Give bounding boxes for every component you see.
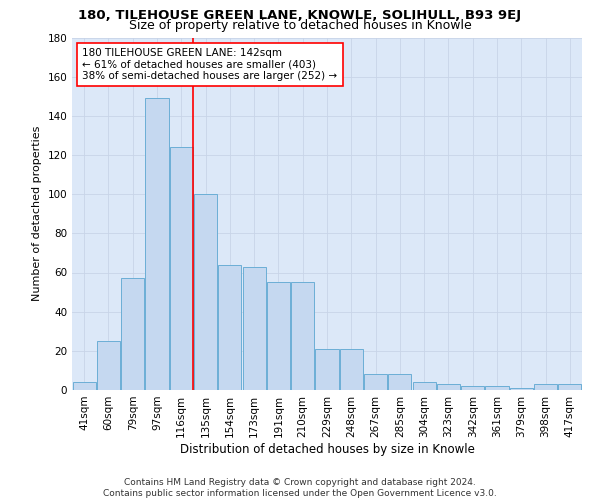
Bar bbox=[510, 388, 533, 390]
Bar bbox=[485, 386, 509, 390]
Bar bbox=[73, 382, 95, 390]
Bar bbox=[218, 264, 241, 390]
Bar bbox=[364, 374, 387, 390]
Bar bbox=[388, 374, 412, 390]
Bar bbox=[267, 282, 290, 390]
Text: Contains HM Land Registry data © Crown copyright and database right 2024.
Contai: Contains HM Land Registry data © Crown c… bbox=[103, 478, 497, 498]
Bar bbox=[413, 382, 436, 390]
Bar bbox=[121, 278, 144, 390]
Bar bbox=[170, 147, 193, 390]
Bar bbox=[437, 384, 460, 390]
Text: Size of property relative to detached houses in Knowle: Size of property relative to detached ho… bbox=[128, 19, 472, 32]
Bar bbox=[316, 349, 338, 390]
Bar bbox=[559, 384, 581, 390]
Bar bbox=[194, 194, 217, 390]
Bar bbox=[242, 266, 266, 390]
X-axis label: Distribution of detached houses by size in Knowle: Distribution of detached houses by size … bbox=[179, 442, 475, 456]
Bar bbox=[534, 384, 557, 390]
Bar bbox=[97, 341, 120, 390]
Y-axis label: Number of detached properties: Number of detached properties bbox=[32, 126, 42, 302]
Text: 180 TILEHOUSE GREEN LANE: 142sqm
← 61% of detached houses are smaller (403)
38% : 180 TILEHOUSE GREEN LANE: 142sqm ← 61% o… bbox=[82, 48, 337, 82]
Text: 180, TILEHOUSE GREEN LANE, KNOWLE, SOLIHULL, B93 9EJ: 180, TILEHOUSE GREEN LANE, KNOWLE, SOLIH… bbox=[79, 9, 521, 22]
Bar bbox=[340, 349, 363, 390]
Bar bbox=[145, 98, 169, 390]
Bar bbox=[291, 282, 314, 390]
Bar bbox=[461, 386, 484, 390]
